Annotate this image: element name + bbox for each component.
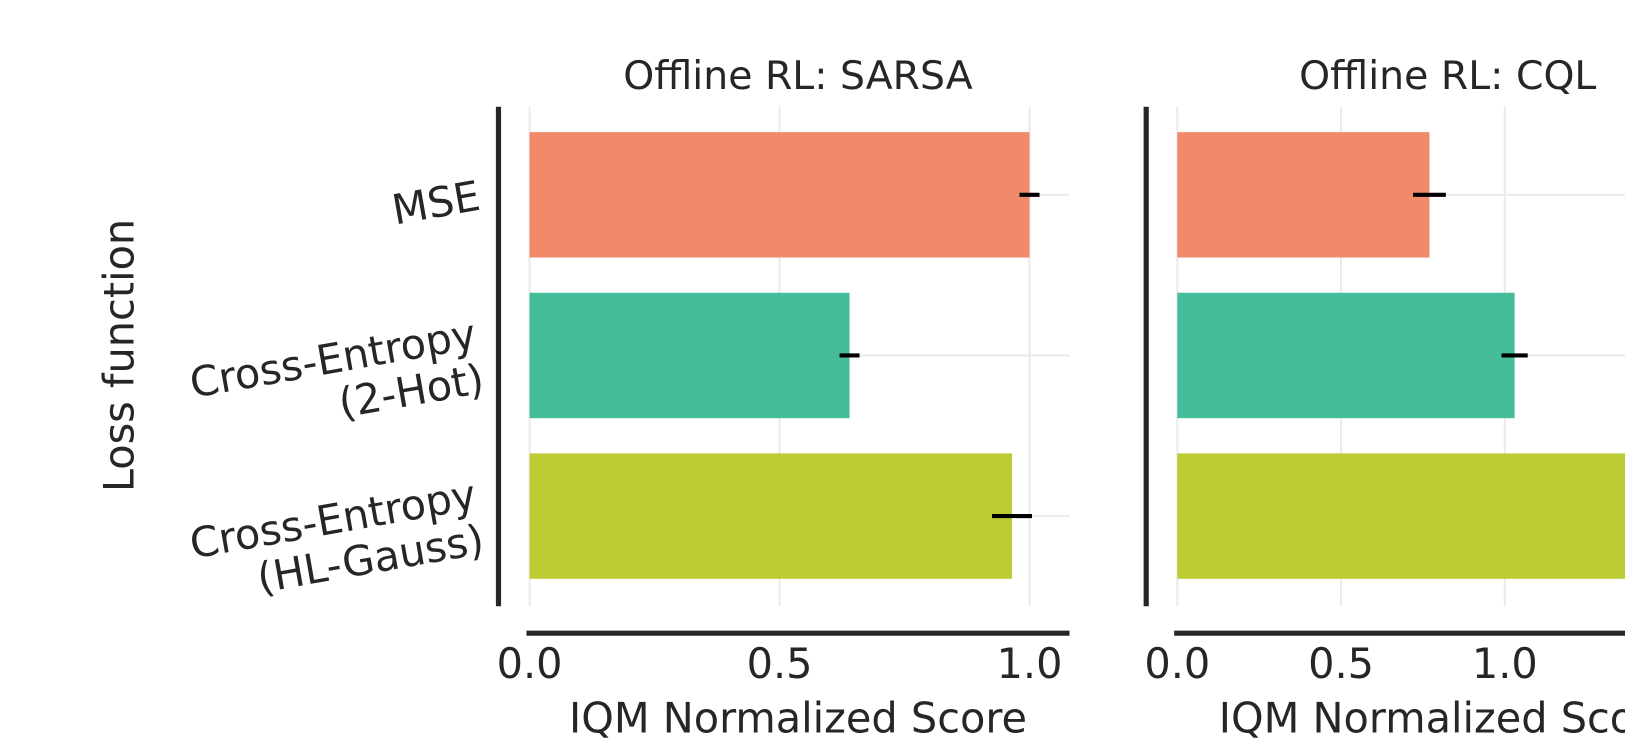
bar — [529, 292, 850, 419]
x-tick-label: 0.0 — [497, 640, 563, 688]
x-tick-label: 0.0 — [1144, 640, 1210, 688]
y-tick-label: Cross-Entropy(HL-Gauss) — [186, 471, 487, 613]
panel: 0.0 0.5 1.0 Offline RL: CQL IQM Normalized S… — [1143, 53, 1625, 741]
bar — [1177, 132, 1430, 258]
x-tick-label: 1.0 — [1472, 640, 1538, 688]
x-tick-label: 1.0 — [997, 640, 1063, 688]
y-tick-label: MSE — [388, 172, 483, 235]
y-axis-label: Loss function — [95, 219, 143, 492]
bar — [529, 132, 1030, 258]
bar — [529, 453, 1013, 579]
panel-title: Offline RL: CQL — [1299, 53, 1596, 99]
x-tick-label: 0.5 — [1308, 640, 1374, 688]
x-axis-label: IQM Normalized Score — [569, 695, 1027, 741]
x-tick-label: 0.5 — [747, 640, 813, 688]
x-axis-label: IQM Normalized Score — [1219, 695, 1625, 741]
bar — [1177, 292, 1515, 419]
bar — [1177, 453, 1625, 579]
panel-title: Offline RL: SARSA — [623, 53, 973, 99]
y-tick-label: Cross-Entropy(2-Hot) — [186, 310, 487, 452]
panel: 0.0 0.5 1.0 Offline RL: SARSA IQM Normalized… — [95, 53, 1070, 741]
